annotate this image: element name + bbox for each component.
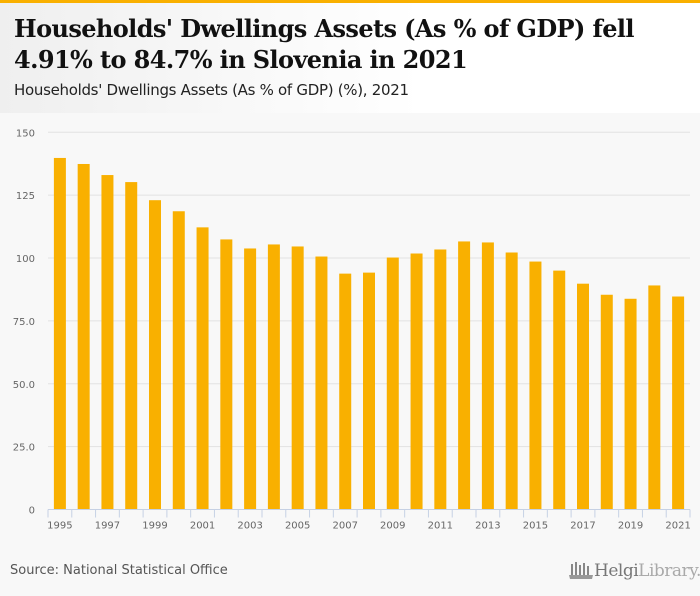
x-tick-label: 2019	[618, 521, 643, 532]
x-tick-label: 2013	[475, 521, 500, 532]
x-tick-label: 2003	[237, 521, 262, 532]
bar-1996	[77, 163, 90, 510]
bar-2021	[672, 296, 685, 510]
bar-2002	[220, 239, 233, 510]
bar-2010	[410, 253, 423, 510]
bar-2019	[624, 298, 637, 510]
bar-1997	[101, 175, 114, 510]
y-tick-label: 75.0	[13, 317, 35, 328]
bar-1999	[149, 200, 161, 510]
x-tick-label: 2001	[190, 521, 215, 532]
bar-2006	[315, 256, 328, 510]
bar-2012	[458, 241, 471, 510]
x-tick-label: 2007	[332, 521, 357, 532]
bar-2018	[600, 294, 613, 510]
bar-2014	[505, 252, 518, 510]
y-axis-labels: 0 25.0 50.0 75.0 100 125 150	[13, 128, 35, 516]
y-tick-label: 25.0	[13, 443, 35, 454]
y-tick-label: 100	[16, 254, 35, 265]
library-building-icon	[569, 562, 593, 579]
source-note: Source: National Statistical Office	[10, 563, 228, 578]
y-tick-label: 0	[29, 506, 35, 517]
bar-2017	[577, 283, 589, 510]
bar-2000	[172, 211, 185, 510]
chart-area: 0 25.0 50.0 75.0 100 125 150 1995 1997 1999 2001 2…	[0, 113, 700, 543]
chart-subtitle: Households' Dwellings Assets (As % of GD…	[14, 81, 409, 99]
x-tick-label: 2011	[428, 521, 453, 532]
bars	[53, 157, 685, 510]
bar-chart: 0 25.0 50.0 75.0 100 125 150 1995 1997 1999 2001 2…	[13, 128, 691, 532]
x-tick-label: 1997	[95, 521, 120, 532]
bar-2003	[244, 248, 257, 510]
bar-2016	[553, 270, 566, 510]
bar-2009	[386, 257, 399, 510]
x-tick-label: 2009	[380, 521, 405, 532]
y-tick-label: 50.0	[13, 380, 35, 391]
x-tick-label: 2005	[285, 521, 310, 532]
bar-2005	[291, 246, 304, 510]
bar-2004	[267, 244, 280, 510]
bar-2001	[196, 227, 209, 510]
logo-text-secondary: Library.	[638, 561, 700, 581]
bar-2013	[481, 242, 494, 510]
x-axis-labels: 1995 1997 1999 2001 2003 2005 2007 2009 2011 2013…	[47, 521, 691, 532]
x-axis	[47, 509, 691, 518]
x-tick-label: 2015	[523, 521, 548, 532]
bar-1995	[53, 157, 66, 510]
page-title: Households' Dwellings Assets (As % of GD…	[14, 14, 635, 74]
bar-2007	[339, 273, 352, 510]
header: Households' Dwellings Assets (As % of GD…	[0, 3, 700, 113]
bar-1998	[125, 182, 138, 510]
bar-2015	[529, 261, 542, 510]
y-tick-label: 125	[16, 191, 35, 202]
logo-text: HelgiLibrary.	[594, 561, 700, 581]
y-tick-label: 150	[16, 128, 35, 139]
logo-text-primary: Helgi	[594, 561, 639, 581]
bar-2020	[648, 285, 661, 510]
x-tick-label: 2017	[570, 521, 595, 532]
x-tick-label: 2021	[665, 521, 690, 532]
bar-2008	[363, 272, 375, 510]
accent-top-bar	[0, 0, 700, 3]
x-tick-label: 1995	[47, 521, 72, 532]
helgi-library-logo[interactable]: HelgiLibrary.	[568, 560, 700, 582]
bar-2011	[434, 249, 447, 510]
x-tick-label: 1999	[142, 521, 167, 532]
